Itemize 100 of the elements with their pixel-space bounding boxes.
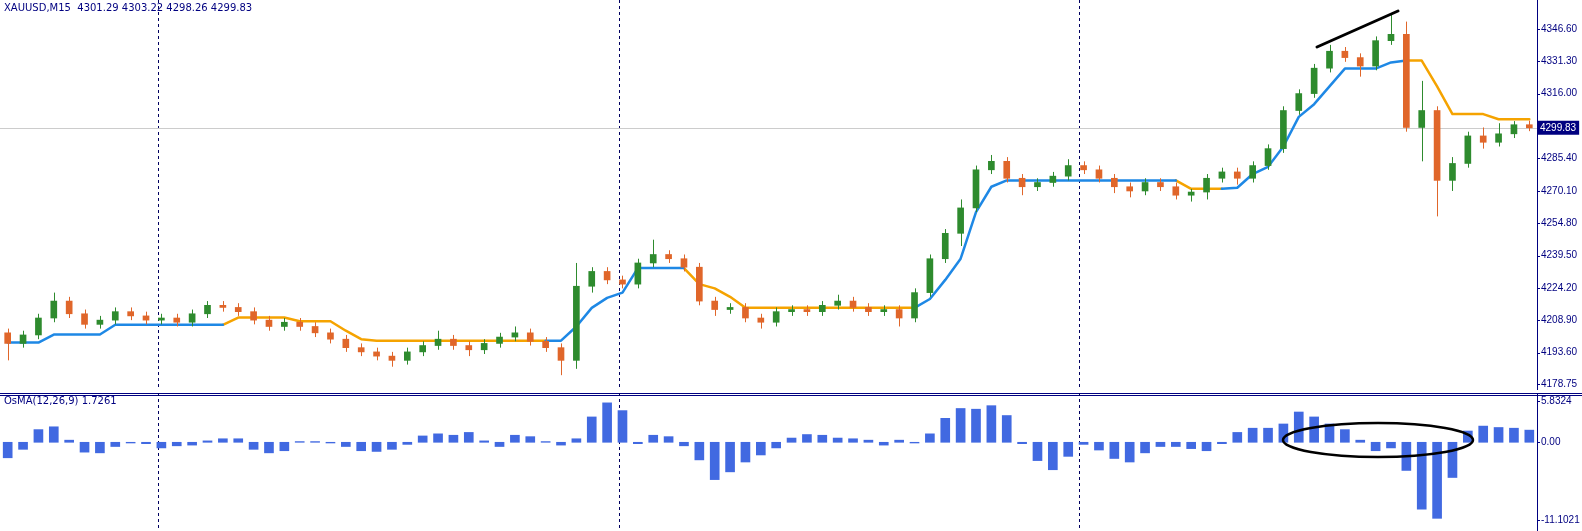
bar	[48, 426, 59, 443]
bar	[1232, 432, 1243, 443]
y-tick-label: 4254.80	[1541, 216, 1578, 228]
bar	[1340, 429, 1350, 443]
bar	[64, 439, 74, 443]
bar	[1001, 415, 1012, 443]
candlestick	[296, 317, 304, 332]
bar	[633, 441, 643, 445]
bar	[341, 441, 351, 447]
bar	[1170, 441, 1181, 447]
bar	[448, 434, 459, 443]
candlestick	[788, 304, 795, 317]
bar	[663, 436, 674, 443]
bar	[371, 441, 382, 452]
bar	[1524, 429, 1535, 443]
bar	[771, 441, 782, 449]
candlestick	[772, 306, 780, 327]
candlestick	[1280, 105, 1287, 154]
bar	[1140, 441, 1150, 454]
bar	[171, 441, 182, 447]
chart-title: OsMA(12,26,9) 1.7261	[4, 394, 117, 406]
bar	[1509, 427, 1519, 443]
candlestick	[357, 342, 365, 357]
bar	[1186, 441, 1197, 449]
candlestick	[1187, 188, 1195, 203]
bar	[1309, 416, 1319, 443]
y-tick-label: -11.1021	[1541, 514, 1581, 526]
candlestick	[1418, 80, 1426, 162]
bar	[602, 402, 612, 443]
bar	[1355, 439, 1366, 443]
bar	[1247, 427, 1258, 443]
candlestick	[234, 302, 242, 317]
y-tick-label: 5.8324	[1541, 394, 1573, 406]
bar	[1032, 441, 1043, 461]
candlestick	[127, 306, 134, 321]
bar	[1155, 441, 1166, 447]
bar	[1017, 441, 1027, 445]
bar	[264, 441, 274, 454]
bar	[463, 432, 474, 443]
bar	[1386, 441, 1396, 449]
bar	[1478, 425, 1489, 443]
candlestick	[880, 304, 888, 317]
y-tick-label: 4208.90	[1541, 314, 1578, 326]
candlestick	[665, 249, 672, 264]
bar	[863, 439, 874, 443]
candlestick	[1080, 160, 1087, 175]
bar	[740, 441, 751, 463]
bar	[786, 437, 797, 443]
candlestick	[865, 302, 872, 317]
bar	[955, 408, 966, 443]
bar	[1078, 441, 1089, 445]
candlestick	[957, 198, 964, 247]
bar	[202, 440, 213, 443]
candlestick	[1403, 21, 1410, 133]
candlestick	[173, 313, 181, 327]
bar	[1263, 427, 1273, 443]
candlestick	[1326, 44, 1333, 73]
bar	[1370, 441, 1381, 452]
bar	[617, 410, 628, 443]
bar	[1063, 441, 1074, 457]
y-tick-label: 4331.30	[1541, 54, 1578, 66]
bar	[95, 441, 105, 454]
bar	[694, 441, 705, 461]
bar	[510, 434, 520, 443]
bar	[832, 437, 843, 443]
bar	[1293, 411, 1304, 443]
bar	[848, 438, 858, 443]
bar	[110, 441, 121, 447]
bar	[248, 441, 259, 450]
candlestick	[81, 309, 88, 330]
y-tick-label: 4270.10	[1541, 184, 1578, 196]
y-tick-label: 4285.40	[1541, 152, 1578, 164]
bar	[1201, 441, 1212, 452]
candlestick	[1034, 177, 1041, 192]
bar	[433, 433, 443, 443]
candlestick	[1126, 182, 1134, 198]
bar	[571, 438, 582, 443]
bar	[402, 441, 413, 445]
y-tick-label: 4193.60	[1541, 346, 1578, 358]
bar	[356, 441, 367, 452]
bar	[233, 438, 244, 443]
candlestick	[757, 313, 765, 330]
bar	[279, 441, 290, 452]
bar	[525, 436, 536, 443]
y-tick-label: 0.00	[1541, 436, 1561, 448]
candlestick	[465, 340, 473, 357]
candlestick	[1157, 177, 1164, 192]
candlestick	[1372, 35, 1379, 71]
bar	[986, 405, 997, 443]
candlestick	[573, 262, 580, 370]
candlestick	[588, 266, 596, 294]
bar	[1432, 441, 1442, 519]
bar	[586, 416, 597, 443]
bar	[1109, 441, 1120, 459]
bar	[802, 434, 812, 443]
candlestick	[1525, 120, 1533, 132]
bar	[1493, 427, 1504, 443]
bar	[218, 438, 228, 443]
bar	[494, 441, 505, 447]
candlestick	[1172, 182, 1180, 200]
